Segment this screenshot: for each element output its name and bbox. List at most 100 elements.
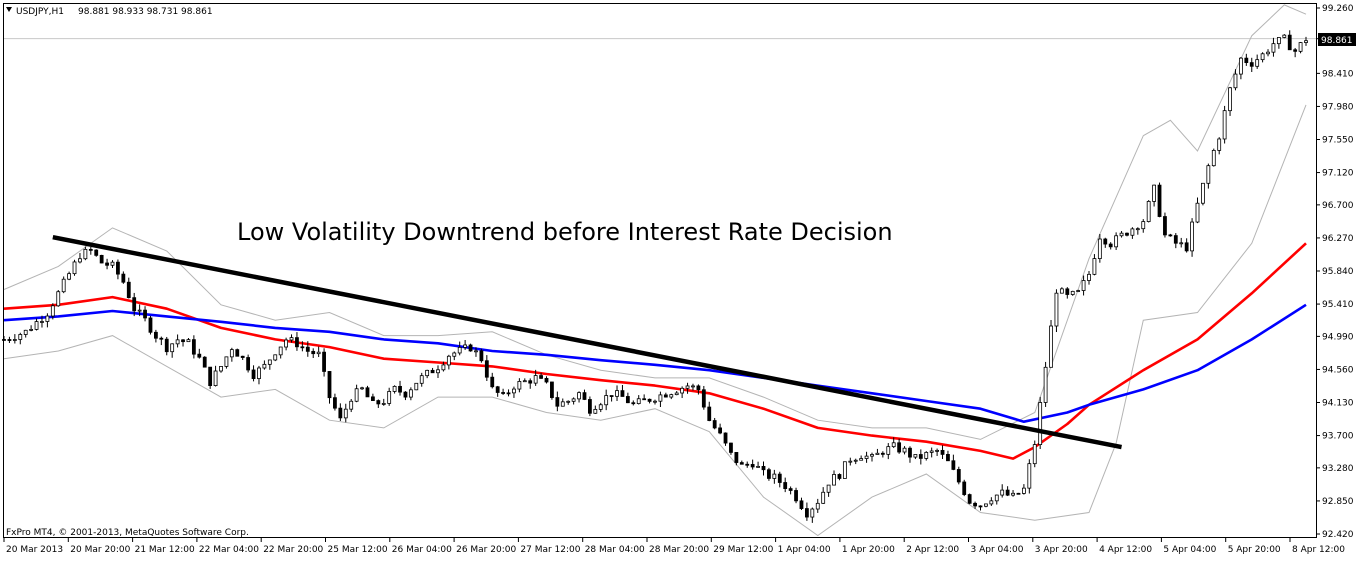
candle-body (669, 394, 674, 398)
candle-body (588, 399, 592, 414)
candle-body (1054, 292, 1059, 327)
candle-body (267, 359, 272, 365)
candle-body (333, 397, 337, 409)
candle-body (164, 338, 169, 353)
price-tick-label: 95.410 (1322, 300, 1354, 310)
candle-body (691, 385, 695, 388)
bollinger-bands (3, 4, 1307, 537)
candle-body (674, 392, 679, 396)
candle-body (262, 363, 267, 369)
trendline-layer (52, 234, 1122, 450)
time-tick-label: 22 Mar 04:00 (199, 545, 259, 555)
candle-body (826, 484, 831, 493)
candle-body (1211, 149, 1216, 167)
candle-body (1304, 40, 1308, 43)
candle-body (1163, 216, 1167, 236)
candle-body (495, 386, 500, 393)
time-tick-label: 27 Mar 12:00 (520, 545, 580, 555)
candle-body (951, 460, 956, 470)
symbol-dropdown-icon[interactable] (6, 7, 12, 12)
candle-body (34, 321, 39, 330)
candle-body (175, 339, 180, 345)
candle-body (853, 459, 858, 462)
candle-body (338, 407, 343, 419)
candle-body (78, 258, 82, 263)
candle-body (842, 461, 847, 479)
candle-body (707, 406, 712, 421)
candle-body (213, 370, 218, 386)
candle-body (1022, 487, 1026, 494)
candle-body (609, 395, 614, 397)
candle-body (170, 343, 175, 353)
candle-body (381, 403, 386, 405)
candle-body (1287, 34, 1292, 51)
candle-body (1195, 202, 1200, 223)
candle-body (1266, 51, 1270, 55)
candle-body (1152, 184, 1156, 202)
candle-body (1119, 232, 1124, 237)
price-tick-label: 97.550 (1322, 136, 1354, 146)
candle-body (528, 380, 533, 384)
price-tick-label: 96.700 (1322, 201, 1354, 211)
candle-body (799, 500, 804, 509)
candle-body (1293, 49, 1298, 52)
candle-body (929, 450, 934, 453)
price-tick-label: 99.260 (1322, 4, 1354, 14)
candle-body (403, 391, 408, 398)
candle-body (794, 490, 798, 502)
candle-body (555, 397, 560, 407)
time-tick-label: 29 Mar 12:00 (713, 545, 773, 555)
time-tick-label: 8 Apr 12:00 (1292, 545, 1345, 555)
candle-body (685, 385, 690, 389)
candle-body (908, 447, 912, 458)
candle-body (772, 473, 777, 479)
candle-body (577, 392, 581, 400)
candle-body (1168, 234, 1173, 237)
candle-body (805, 508, 809, 518)
candle-body (512, 388, 516, 394)
candle-body (1217, 138, 1222, 151)
candle-body (153, 331, 158, 339)
candle-body (680, 387, 685, 394)
candle-body (56, 291, 61, 307)
price-tick-label: 97.120 (1322, 169, 1354, 179)
candle-body (615, 390, 619, 397)
chart-annotation: Low Volatility Downtrend before Interest… (237, 218, 893, 246)
candle-body (902, 447, 907, 453)
candle-body (946, 454, 950, 462)
price-tick-label: 92.850 (1322, 497, 1354, 507)
candle-body (544, 377, 549, 383)
candle-body (978, 505, 983, 508)
candle-body (1298, 42, 1303, 52)
candle-body (197, 353, 202, 358)
candle-body (859, 458, 864, 461)
candle-body (1233, 73, 1238, 89)
candle-body (246, 357, 251, 371)
candle-body (50, 305, 55, 317)
candle-body (1065, 288, 1070, 295)
candle-body (1179, 242, 1184, 245)
candle-body (550, 381, 554, 398)
ohlc-label: 98.881 98.933 98.731 98.861 (78, 7, 213, 17)
candle-body (560, 401, 565, 407)
candle-body (235, 349, 240, 357)
candle-body (913, 454, 918, 458)
time-tick-label: 2 Apr 12:00 (906, 545, 959, 555)
candle-body (1103, 238, 1108, 245)
price-axis: 99.260 98.410 97.980 97.550 97.120 96.700 96.2… (1316, 4, 1354, 540)
candle-body (940, 449, 945, 455)
candle-body (1146, 201, 1151, 222)
candle-body (474, 350, 478, 353)
candle-body (1087, 273, 1091, 281)
candle-body (962, 481, 967, 495)
candle-body (1201, 182, 1205, 204)
candle-body (240, 355, 245, 358)
price-tick-label: 93.700 (1322, 432, 1354, 442)
price-tick-label: 96.270 (1322, 234, 1354, 244)
candle-body (777, 473, 782, 483)
candle-body (251, 369, 256, 379)
upper-band-line (3, 4, 1307, 440)
candle-body (305, 346, 310, 352)
candle-body (327, 371, 332, 399)
